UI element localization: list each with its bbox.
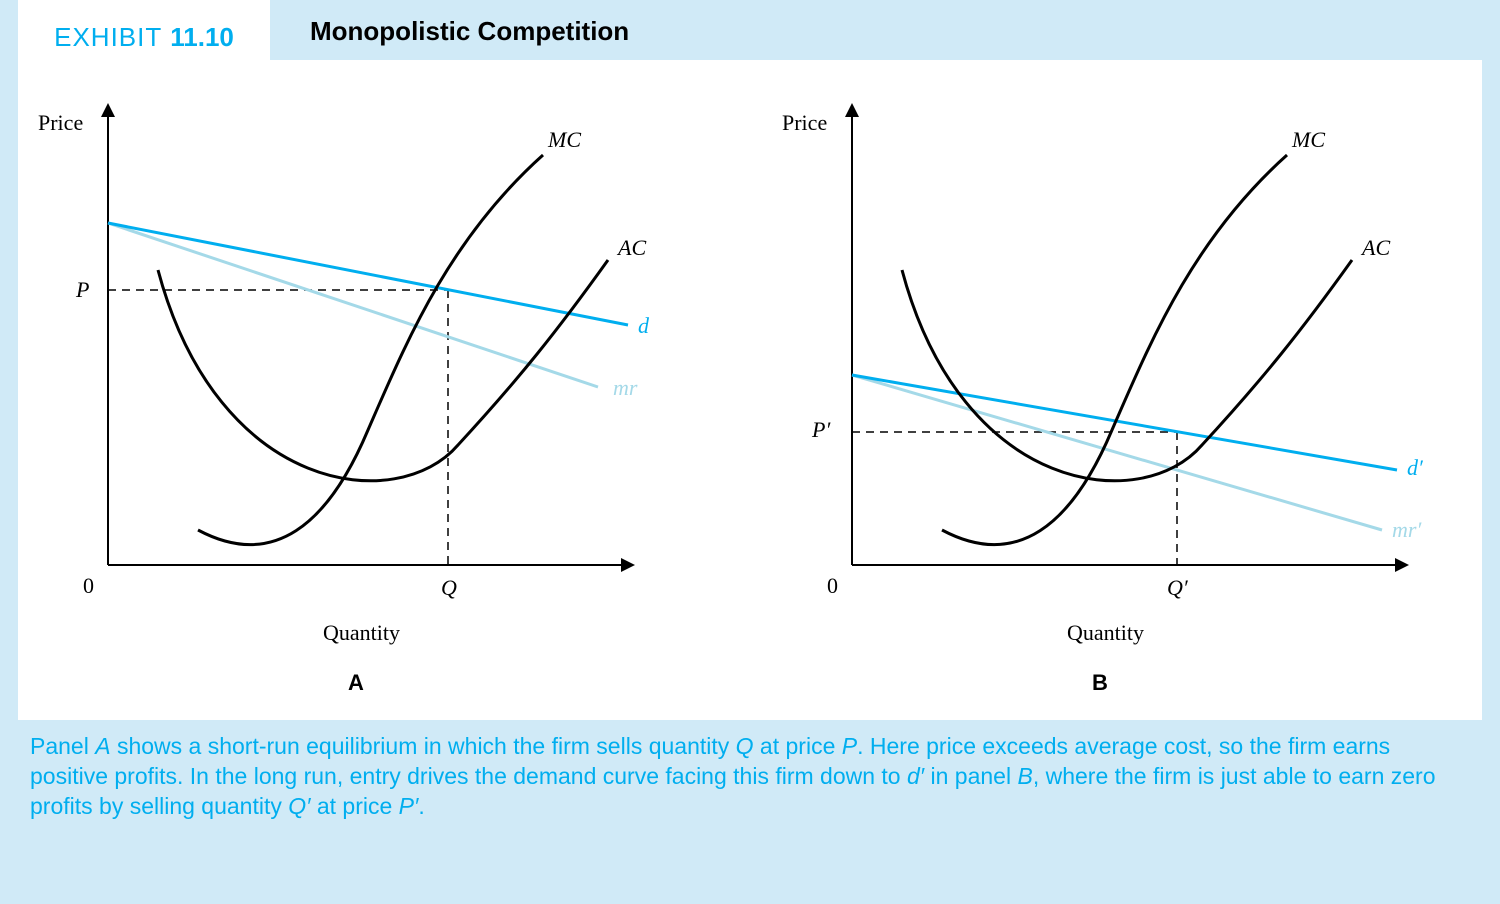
x-axis-label: Quantity <box>323 620 400 645</box>
d-label: d <box>638 313 650 338</box>
q-tick-label: Q′ <box>1167 575 1189 600</box>
p-tick-label: P <box>75 277 89 302</box>
exhibit-tab: EXHIBIT 11.10 <box>18 0 270 75</box>
ac-curve <box>158 260 608 481</box>
q-tick-label: Q <box>441 575 457 600</box>
exhibit-title: Monopolistic Competition <box>310 16 629 47</box>
mc-label: MC <box>1291 127 1325 152</box>
d-label: d′ <box>1407 455 1424 480</box>
mr-label: mr′ <box>1392 517 1422 542</box>
ac-curve <box>902 260 1352 481</box>
ac-label: AC <box>1360 235 1390 260</box>
panel-b-svg: Price Quantity 0 MC AC d′ mr′ P′ <box>762 75 1482 715</box>
p-tick-label: P′ <box>811 417 831 442</box>
exhibit-prefix: EXHIBIT <box>54 22 162 53</box>
x-axis-label: Quantity <box>1067 620 1144 645</box>
mr-label: mr <box>613 375 638 400</box>
panel-letter: B <box>1092 670 1108 695</box>
panel-a-svg: Price Quantity 0 MC AC d mr P <box>18 75 738 715</box>
exhibit-frame: EXHIBIT 11.10 Monopolistic Competition P… <box>0 0 1500 904</box>
y-axis-label: Price <box>782 110 827 135</box>
panel-letter: A <box>348 670 364 695</box>
exhibit-number: 11.10 <box>170 22 234 53</box>
ac-label: AC <box>616 235 646 260</box>
panel-a: Price Quantity 0 MC AC d mr P <box>18 75 738 715</box>
panels-row: Price Quantity 0 MC AC d mr P <box>18 75 1482 715</box>
origin-label: 0 <box>83 573 94 598</box>
origin-label: 0 <box>827 573 838 598</box>
y-axis-label: Price <box>38 110 83 135</box>
mc-label: MC <box>547 127 581 152</box>
panel-b: Price Quantity 0 MC AC d′ mr′ P′ <box>762 75 1482 715</box>
caption-text: Panel A shows a short-run equilibrium in… <box>30 732 1470 822</box>
